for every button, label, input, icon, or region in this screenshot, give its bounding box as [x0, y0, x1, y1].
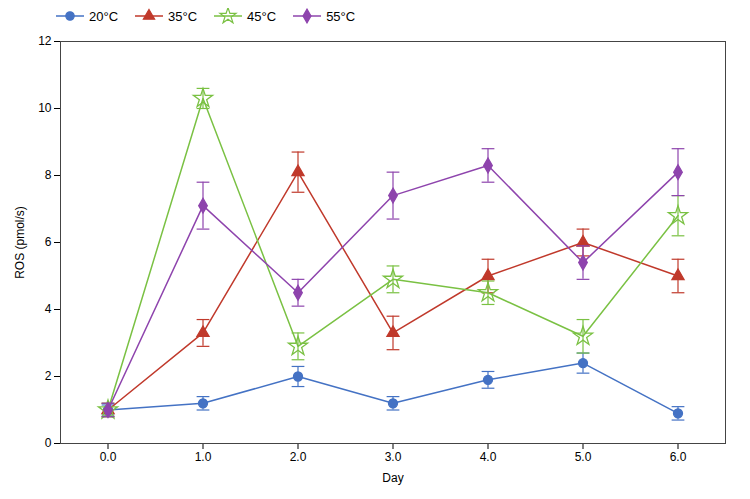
svg-text:2: 2: [45, 369, 52, 383]
html-text:35°C: 35°C: [168, 8, 198, 24]
html-text:55°C: 55°C: [326, 8, 356, 24]
svg-text:ROS (pmol/s): ROS (pmol/s): [13, 206, 27, 279]
svg-text:3.0: 3.0: [385, 450, 402, 464]
svg-text:0: 0: [45, 436, 52, 450]
svg-text:6: 6: [45, 235, 52, 249]
svg-text:5.0: 5.0: [575, 450, 592, 464]
svg-text:2.0: 2.0: [290, 450, 307, 464]
svg-text:Day: Day: [382, 471, 403, 485]
svg-text:1.0: 1.0: [195, 450, 212, 464]
svg-text:4.0: 4.0: [480, 450, 497, 464]
svg-text:6.0: 6.0: [670, 450, 687, 464]
html-text:45°C: 45°C: [247, 8, 277, 24]
html-text:20°C: 20°C: [89, 8, 118, 24]
svg-text:0.0: 0.0: [100, 450, 117, 464]
svg-text:10: 10: [38, 101, 52, 115]
svg-text:12: 12: [38, 34, 52, 48]
svg-text:8: 8: [45, 168, 52, 182]
svg-text:4: 4: [45, 302, 52, 316]
